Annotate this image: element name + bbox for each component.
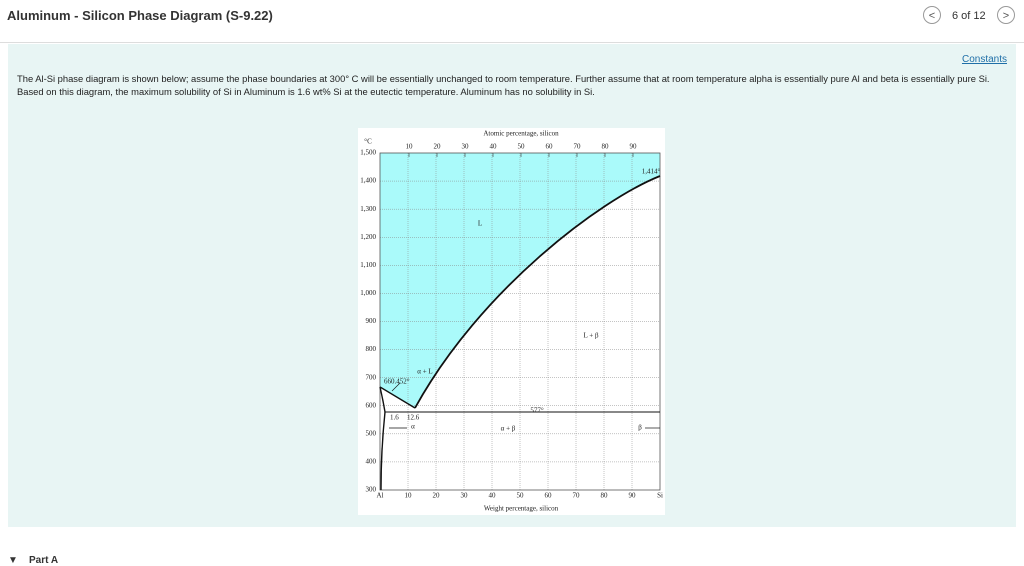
header-divider bbox=[0, 42, 1024, 43]
y-tick-label: 400 bbox=[366, 458, 377, 466]
grid-overlay bbox=[380, 153, 660, 490]
x-tick-label: 50 bbox=[517, 492, 525, 500]
x-tick-label: 60 bbox=[545, 492, 553, 500]
x-tick-label: 30 bbox=[461, 492, 469, 500]
next-button[interactable]: > bbox=[997, 6, 1015, 24]
top-tick-label: 30 bbox=[462, 143, 470, 151]
region-label: α bbox=[411, 423, 415, 431]
top-tick-label: 80 bbox=[602, 143, 610, 151]
top-tick-label: 90 bbox=[630, 143, 638, 151]
phase-diagram: Atomic percentage, silicon Weight percen… bbox=[358, 128, 665, 515]
melting-pointer bbox=[391, 382, 401, 392]
top-tick-label: 40 bbox=[490, 143, 498, 151]
y-tick-label: 1,200 bbox=[360, 233, 376, 241]
region-label: α + L bbox=[417, 368, 432, 376]
y-tick-label: 300 bbox=[366, 486, 377, 494]
solvus bbox=[380, 411, 386, 491]
y-tick-label: 1,300 bbox=[360, 205, 376, 213]
y-tick-label: 800 bbox=[366, 345, 377, 353]
top-tick-label: 50 bbox=[518, 143, 526, 151]
plot-frame bbox=[379, 152, 661, 491]
constants-link[interactable]: Constants bbox=[961, 54, 1007, 65]
top-tick-label: 10 bbox=[406, 143, 414, 151]
prev-button[interactable]: < bbox=[923, 6, 941, 24]
caret: ▼ bbox=[8, 555, 30, 566]
top-tick-label: 60 bbox=[546, 143, 554, 151]
liquidus-si bbox=[414, 175, 661, 409]
x-tick-label: Al bbox=[377, 492, 384, 500]
x-tick-label: Si bbox=[657, 492, 663, 500]
annotation: 577° bbox=[530, 407, 544, 415]
problem-text: The Al-Si phase diagram is shown below; … bbox=[17, 73, 990, 97]
x-tick-label: 80 bbox=[601, 492, 609, 500]
part-toggle[interactable]: ▼ Part A bbox=[8, 555, 58, 566]
x-tick-label: 20 bbox=[433, 492, 441, 500]
annotation: 660.452° bbox=[384, 378, 410, 386]
region-label: α + β bbox=[501, 425, 516, 433]
region-label: β bbox=[638, 424, 642, 432]
pager: 6 of 12 bbox=[952, 10, 986, 22]
x-tick-label: 40 bbox=[489, 492, 497, 500]
top-tick-label: 70 bbox=[574, 143, 582, 151]
y-tick-label: 600 bbox=[366, 401, 377, 409]
bottom-axis-title: Weight percentage, silicon bbox=[484, 505, 559, 513]
y-tick-label: 1,000 bbox=[360, 289, 376, 297]
liquidus-al bbox=[379, 386, 416, 409]
y-unit: °C bbox=[364, 138, 372, 146]
y-tick-label: 700 bbox=[366, 373, 377, 381]
y-tick-label: 1,500 bbox=[360, 149, 376, 157]
y-tick-label: 500 bbox=[366, 429, 377, 437]
solidus bbox=[379, 386, 386, 413]
annotation: 1,414° bbox=[642, 168, 661, 176]
y-tick-label: 1,100 bbox=[360, 261, 376, 269]
liquid-region bbox=[380, 153, 660, 408]
page-title: Aluminum - Silicon Phase Diagram (S-9.22… bbox=[7, 8, 273, 23]
region-label: L bbox=[478, 220, 482, 228]
y-tick-label: 1,400 bbox=[360, 177, 376, 185]
annotation: 12.6 bbox=[407, 414, 420, 422]
annotation: 1.6 bbox=[390, 414, 399, 422]
part-title: Part A bbox=[29, 555, 59, 566]
top-tick-label: 20 bbox=[434, 143, 442, 151]
y-tick-label: 900 bbox=[366, 317, 377, 325]
x-tick-label: 10 bbox=[405, 492, 413, 500]
region-label: L + β bbox=[583, 332, 598, 340]
top-axis-title: Atomic percentage, silicon bbox=[483, 130, 559, 138]
x-tick-label: 70 bbox=[573, 492, 581, 500]
x-tick-label: 90 bbox=[629, 492, 637, 500]
